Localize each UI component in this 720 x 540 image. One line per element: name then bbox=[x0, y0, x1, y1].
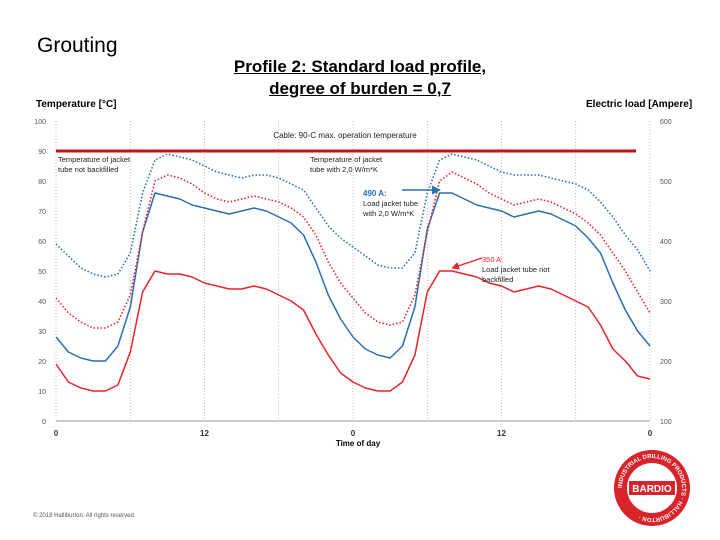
y-left-tick-label: 0 bbox=[42, 419, 46, 426]
y-left-tick-label: 30 bbox=[38, 329, 46, 336]
y-right-tick-label: 500 bbox=[660, 179, 672, 186]
y-left-tick-label: 100 bbox=[34, 119, 46, 126]
y-right-tick-label: 100 bbox=[660, 419, 672, 426]
annotation-no-backfill: tube not backfilled bbox=[58, 165, 118, 174]
x-tick-label: 12 bbox=[200, 429, 209, 438]
axis-ticks: 0 10 20 30 40 50 60 70 80 90 100 100 200 300 400 500 600… bbox=[34, 119, 671, 438]
max-temperature-label: Cable: 90◦C max. operation temperature bbox=[273, 131, 417, 140]
annotations: Cable: 90◦C max. operation temperature Te… bbox=[58, 131, 550, 284]
annotation-no-backfill: Temperature of jacket bbox=[58, 155, 131, 164]
bardio-logo: INDUSTRIAL DRILLING PRODUCTS · HALLIBURT… bbox=[614, 450, 690, 526]
x-tick-label: 0 bbox=[648, 429, 653, 438]
x-tick-label: 12 bbox=[497, 429, 506, 438]
y-left-tick-label: 20 bbox=[38, 359, 46, 366]
y-left-tick-label: 50 bbox=[38, 269, 46, 276]
y-axis-left-label: Temperature [°C] bbox=[36, 99, 117, 110]
annotation-350-body: backfilled bbox=[482, 275, 513, 284]
plot-grid bbox=[55, 121, 651, 422]
annotation-backfill-2: Temperature of jacket bbox=[310, 155, 383, 164]
annotation-490-body: Load jacket tube bbox=[363, 199, 418, 208]
slide-title: Profile 2: Standard load profile, degree… bbox=[180, 56, 540, 100]
title-line-2: degree of burden = 0,7 bbox=[269, 79, 451, 98]
y-right-tick-label: 300 bbox=[660, 299, 672, 306]
y-left-tick-label: 60 bbox=[38, 239, 46, 246]
title-line-1: Profile 2: Standard load profile, bbox=[233, 57, 487, 76]
y-axis-right-label: Electric load [Ampere] bbox=[586, 99, 692, 110]
y-left-tick-label: 90 bbox=[38, 149, 46, 156]
series-line-blue-solid bbox=[55, 192, 651, 362]
logo-wordmark: BARDIO bbox=[632, 484, 672, 495]
series-line-red-solid bbox=[55, 270, 651, 392]
y-left-tick-label: 70 bbox=[38, 209, 46, 216]
annotation-350-head: 350 A: bbox=[482, 255, 503, 264]
x-tick-label: 0 bbox=[351, 429, 356, 438]
slide-section-label: Grouting bbox=[37, 34, 118, 57]
x-tick-label: 0 bbox=[54, 429, 59, 438]
annotation-490-body: with 2,0 W/m*K bbox=[362, 209, 414, 218]
annotation-350-arrow bbox=[451, 257, 483, 270]
series-lines bbox=[55, 149, 651, 392]
annotation-490-head: 490 A: bbox=[363, 189, 387, 198]
series-line-red-dotted bbox=[55, 171, 651, 329]
annotation-350-body: Load jacket tube not bbox=[482, 265, 550, 274]
series-line-blue-dotted bbox=[55, 153, 651, 278]
y-right-tick-label: 400 bbox=[660, 239, 672, 246]
y-left-tick-label: 40 bbox=[38, 299, 46, 306]
y-left-tick-label: 80 bbox=[38, 179, 46, 186]
y-right-tick-label: 200 bbox=[660, 359, 672, 366]
annotation-backfill-2: tube with 2,0 W/m*K bbox=[310, 165, 378, 174]
y-left-tick-label: 10 bbox=[38, 389, 46, 396]
x-axis-label: Time of day bbox=[336, 439, 381, 448]
y-right-tick-label: 600 bbox=[660, 119, 672, 126]
copyright-footer: © 2018 Halliburton. All rights reserved. bbox=[33, 513, 136, 519]
